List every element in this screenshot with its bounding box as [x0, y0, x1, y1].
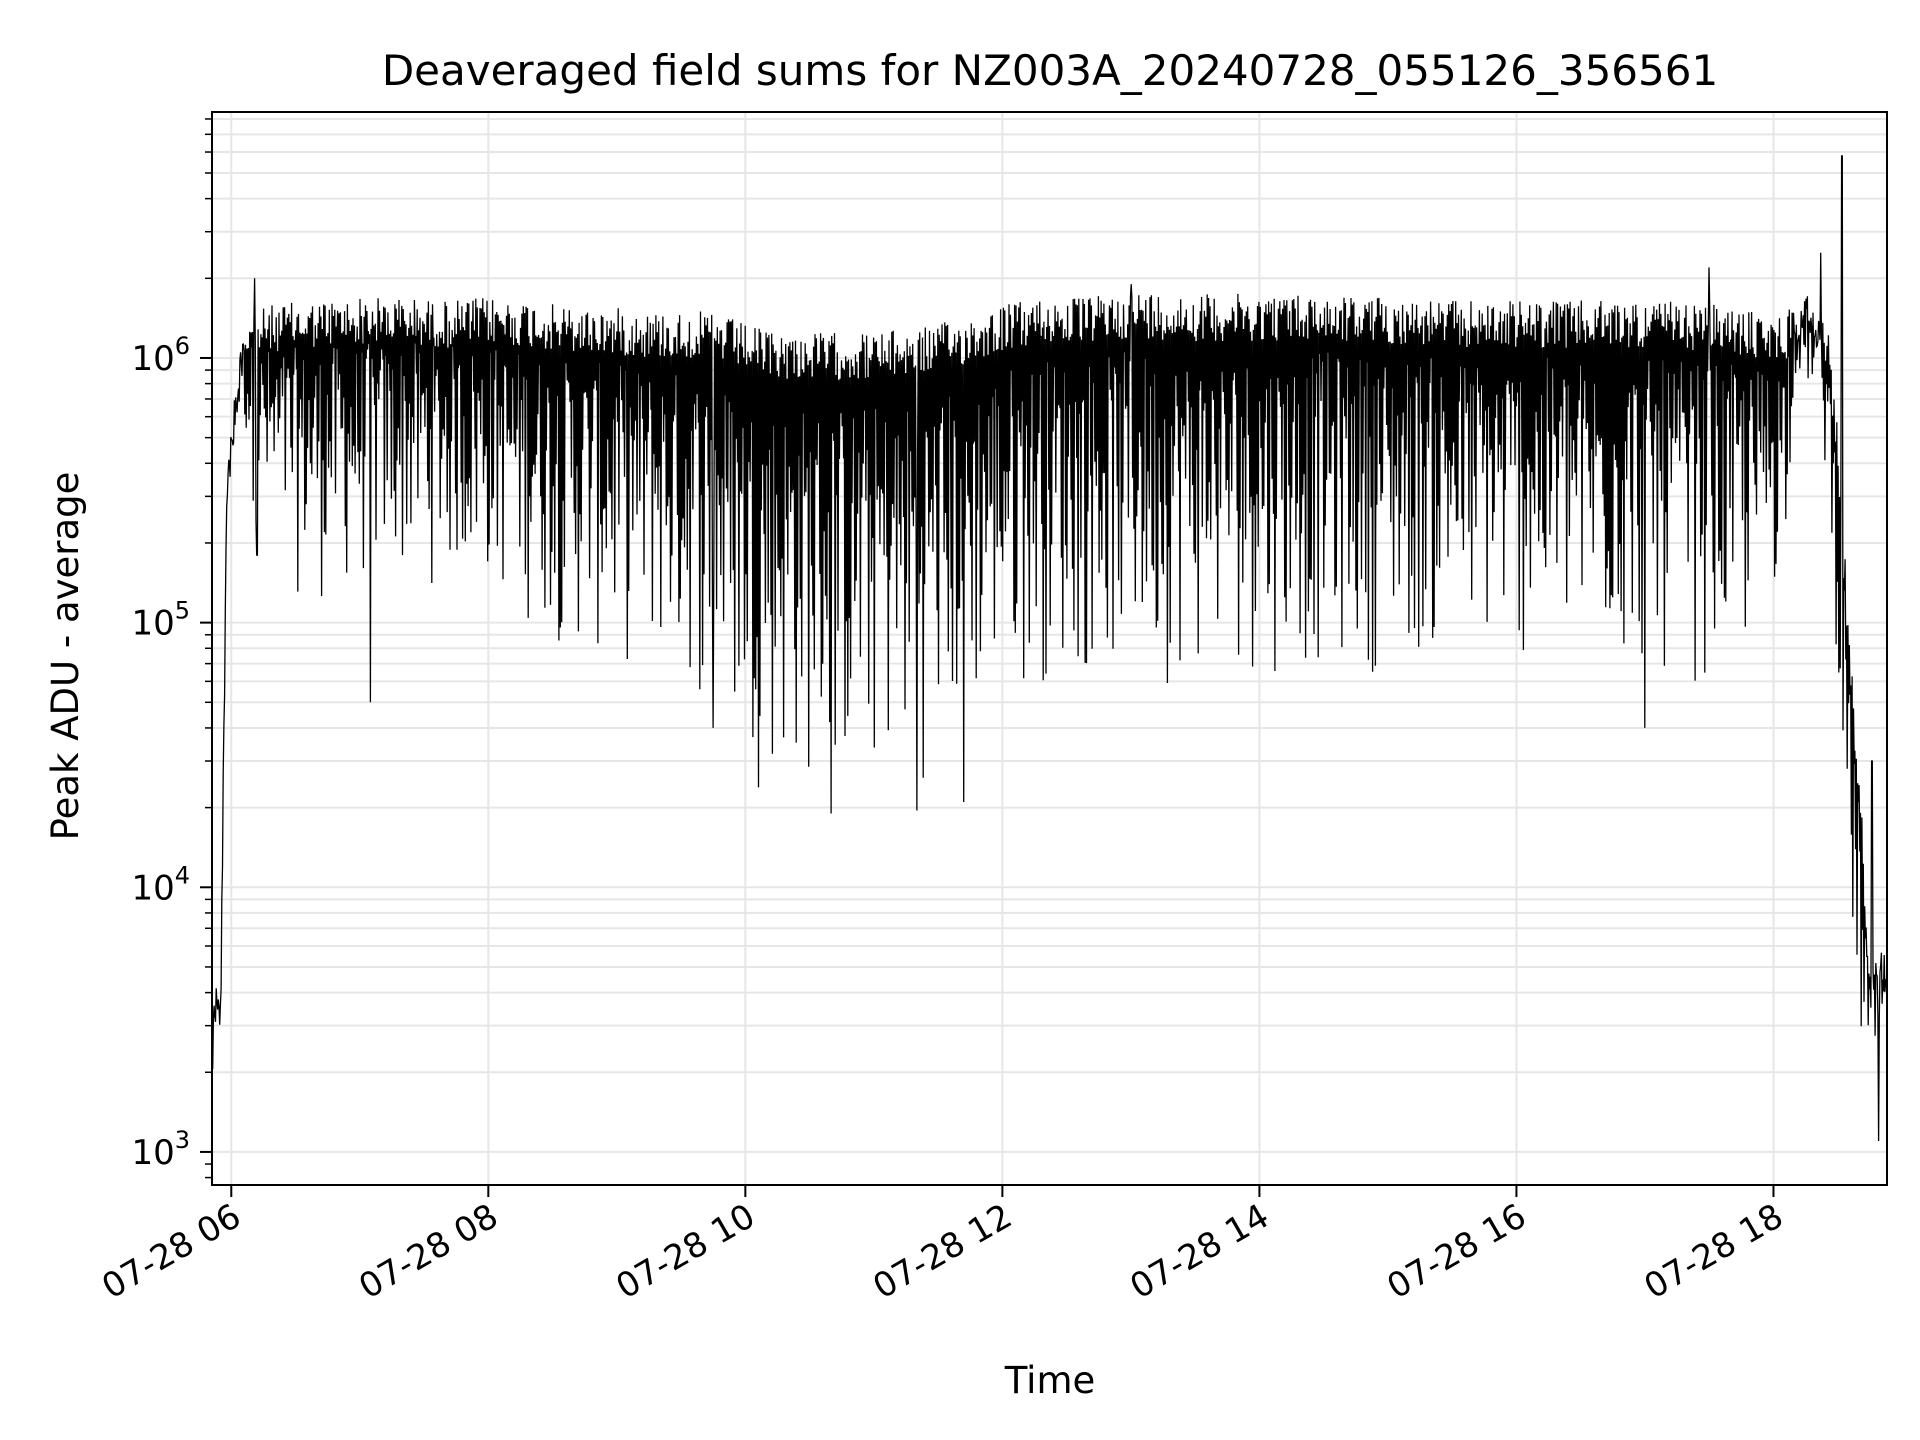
x-tick-label: 07-28 12 [866, 1196, 1018, 1307]
x-tick-label: 07-28 10 [609, 1196, 761, 1307]
y-tick-label: 106 [131, 332, 190, 379]
y-tick-label: 105 [131, 597, 190, 644]
y-axis-label: Peak ADU - average [44, 472, 87, 841]
series-line [211, 155, 1888, 1142]
y-tick-label: 104 [131, 861, 190, 908]
x-tick-label: 07-28 18 [1638, 1196, 1790, 1307]
series-trace [211, 155, 1888, 1142]
y-axis: 103 104 105 106 [131, 118, 212, 1179]
x-axis: 07-28 06 07-28 08 07-28 10 07-28 12 07-28 14… [95, 1185, 1790, 1307]
grid [212, 112, 1887, 1185]
x-tick-label: 07-28 14 [1124, 1196, 1276, 1307]
x-tick-label: 07-28 16 [1381, 1196, 1533, 1307]
y-tick-label: 103 [131, 1126, 190, 1173]
x-tick-label: 07-28 08 [352, 1196, 504, 1307]
x-axis-label: Time [1004, 1359, 1096, 1402]
x-tick-label: 07-28 06 [95, 1196, 247, 1307]
chart-title: Deaveraged field sums for NZ003A_2024072… [382, 46, 1718, 95]
